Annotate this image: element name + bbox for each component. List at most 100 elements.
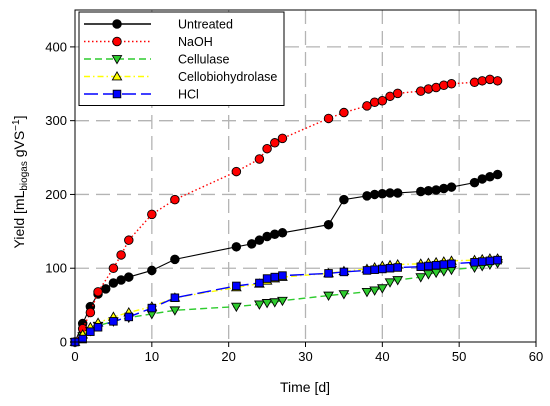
data-point [109,317,118,326]
data-point [277,296,288,307]
x-tick-label: 50 [452,349,466,364]
data-point [393,263,402,272]
data-point [477,257,487,266]
y-axis-label: Yield [mLbiogas gVS−1] [11,116,30,249]
data-point [270,272,280,282]
data-point [469,177,480,188]
legend-entry: NaOH [84,35,213,49]
data-point [170,194,180,205]
data-point [392,88,403,99]
y-tick-label: 100 [45,261,67,276]
data-point [361,287,373,298]
data-point [339,194,349,205]
data-point [424,261,433,271]
x-tick-label: 0 [71,349,78,364]
legend-marker [111,70,123,81]
data-point [492,76,503,86]
series-line [74,257,498,343]
data-point [378,264,387,274]
data-point [469,77,480,88]
data-point [439,260,449,269]
data-point [485,256,495,266]
data-point [439,183,449,194]
data-point [392,188,403,198]
data-point [147,209,157,220]
y-tick-label: 400 [45,39,67,54]
data-point [384,278,396,288]
data-point [270,229,280,240]
data-point [339,107,349,118]
data-point [431,261,441,270]
data-point [147,265,157,276]
data-point [470,258,479,267]
data-point [423,84,434,94]
data-point [370,265,379,274]
data-point [86,327,95,336]
data-point [262,274,272,283]
legend-marker [112,89,122,99]
data-point [147,303,157,313]
data-point [78,334,87,344]
data-point [415,273,427,283]
series-layer [69,74,503,348]
series-untreated [70,169,503,347]
data-point [446,182,457,192]
data-point [376,284,388,294]
data-point [124,312,134,322]
legend-label: HCl [178,88,199,102]
data-point [270,138,280,148]
data-point [255,278,264,288]
legend-marker [112,19,122,29]
data-point [447,259,456,269]
data-point [262,143,272,154]
data-point [369,286,381,296]
data-point [116,250,126,260]
data-point [324,269,333,278]
x-tick-label: 20 [221,349,235,364]
x-tick-label: 30 [298,349,312,364]
legend-entry: Cellulase [84,53,229,67]
data-point [277,228,288,238]
legend-entry: Cellobiohydrolase [84,70,277,84]
data-point [231,242,242,252]
data-point [423,270,434,280]
y-tick-label: 0 [60,335,67,350]
data-point [377,95,388,106]
x-tick-label: 40 [375,349,389,364]
tick-labels: 0 10 20 30 40 50 60 0 100 200 300 400 [45,39,543,364]
data-point [323,113,334,124]
data-point [230,302,242,313]
data-point [431,185,441,195]
legend-label: Cellobiohydrolase [178,70,277,84]
data-point [232,281,241,291]
data-point [362,191,372,201]
legend-entry: Untreated [84,18,233,32]
series-line [74,173,498,343]
data-point [93,287,103,297]
y-tick-label: 300 [45,113,67,128]
ticks [70,46,537,347]
data-point [108,263,119,273]
data-point [254,154,265,164]
data-point [124,272,134,282]
data-point [439,80,449,91]
legend-label: Untreated [178,18,233,32]
data-point [169,306,181,316]
legend-label: NaOH [178,35,213,49]
data-point [170,254,180,265]
data-point [339,267,349,277]
x-tick-label: 10 [145,349,159,364]
y-tick-label: 200 [45,187,67,202]
data-point [446,79,457,89]
data-point [278,271,287,280]
data-point [323,219,334,230]
data-point [85,307,96,318]
x-axis-label: Time [d] [280,379,330,395]
data-point [477,76,487,86]
data-point [362,266,372,275]
data-point [246,239,257,249]
data-point [254,300,265,310]
data-point [362,101,372,111]
data-point [492,169,503,180]
